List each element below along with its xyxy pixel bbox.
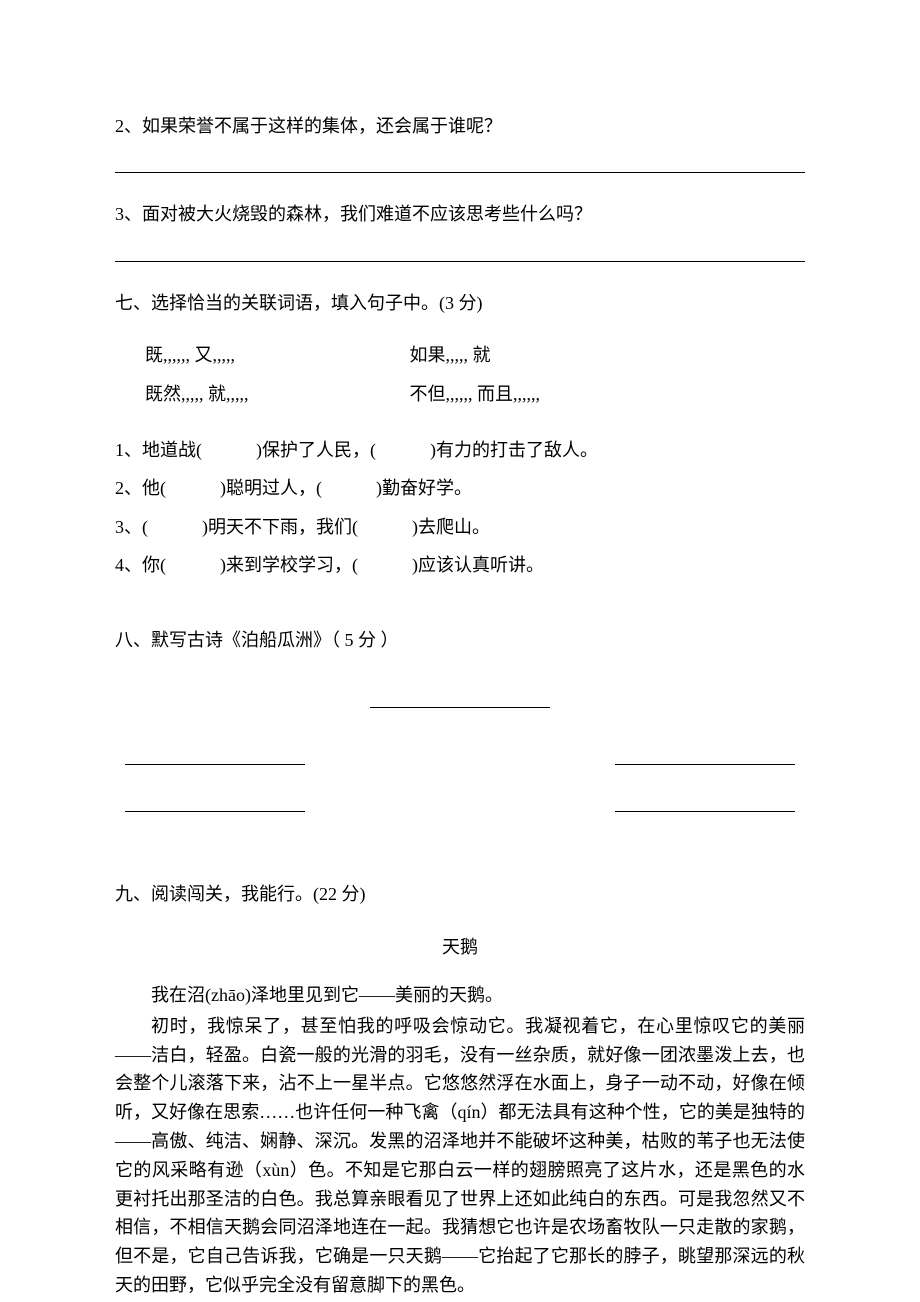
section-8-heading: 八、默写古诗《泊船瓜洲》（ 5 分 ） bbox=[115, 624, 805, 656]
answer-blank-3 bbox=[115, 261, 805, 262]
question-3: 3、面对被大火烧毁的森林，我们难道不应该思考些什么吗？ bbox=[115, 198, 805, 230]
poem-title-line bbox=[370, 686, 550, 708]
poem-row-2 bbox=[125, 790, 795, 812]
poem-title-blank bbox=[115, 686, 805, 718]
conjunction-options-row-1: 既,,,,,, 又,,,,, 如果,,,,, 就 bbox=[145, 339, 805, 371]
passage-title: 天鹅 bbox=[115, 931, 805, 963]
poem-blank-1 bbox=[125, 743, 305, 765]
option-ruguo-jiu: 如果,,,,, 就 bbox=[410, 345, 491, 365]
fill-question-4: 4、你( )来到学校学习，( )应该认真听讲。 bbox=[115, 549, 805, 581]
fill-question-2: 2、他( )聪明过人，( )勤奋好学。 bbox=[115, 472, 805, 504]
passage-paragraph-2: 初时，我惊呆了，甚至怕我的呼吸会惊动它。我凝视着它，在心里惊叹它的美丽——洁白，… bbox=[115, 1012, 805, 1300]
option-budan-erqie: 不但,,,,,, 而且,,,,,, bbox=[410, 384, 541, 404]
passage-paragraph-1: 我在沼(zhāo)泽地里见到它——美丽的天鹅。 bbox=[115, 981, 805, 1010]
section-9-heading: 九、阅读闯关，我能行。(22 分) bbox=[115, 878, 805, 910]
fill-question-1: 1、地道战( )保护了人民，( )有力的打击了敌人。 bbox=[115, 434, 805, 466]
option-ji-you: 既,,,,,, 又,,,,, bbox=[145, 339, 405, 371]
option-jiran-jiu: 既然,,,,, 就,,,,, bbox=[145, 378, 405, 410]
conjunction-options-row-2: 既然,,,,, 就,,,,, 不但,,,,,, 而且,,,,,, bbox=[145, 378, 805, 410]
poem-blank-3 bbox=[125, 790, 305, 812]
section-7-heading: 七、选择恰当的关联词语，填入句子中。(3 分) bbox=[115, 287, 805, 319]
poem-blank-4 bbox=[615, 790, 795, 812]
answer-blank-2 bbox=[115, 172, 805, 173]
question-2: 2、如果荣誉不属于这样的集体，还会属于谁呢？ bbox=[115, 110, 805, 142]
poem-row-1 bbox=[125, 743, 795, 765]
fill-question-3: 3、( )明天不下雨，我们( )去爬山。 bbox=[115, 511, 805, 543]
poem-blank-2 bbox=[615, 743, 795, 765]
